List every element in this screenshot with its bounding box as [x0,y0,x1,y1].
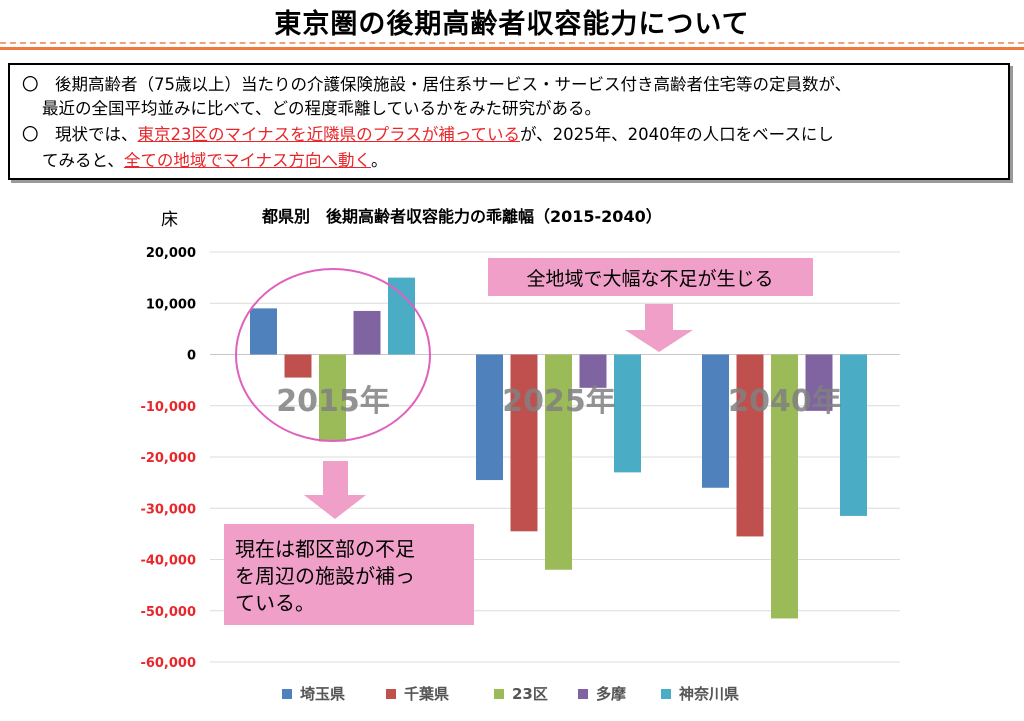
bar-5-3 [840,354,867,516]
bar-4-3 [805,354,833,411]
bar-3-3 [771,354,798,619]
y-axis-label: 床 [161,210,178,230]
bar-2-2 [510,354,538,532]
bar-5-1 [388,277,415,355]
title-divider [0,47,1024,50]
y-tick-label: -60,000 [140,656,196,671]
bar-1-2 [476,354,503,481]
y-tick-label: -50,000 [140,605,196,620]
bottom-callout-line: ている。 [235,591,315,615]
page-title: 東京圏の後期高齢者収容能力について [274,9,750,40]
legend-label: 埼玉県 [300,685,345,703]
category-label: 2015年 [276,384,390,419]
bar-3-2 [545,354,572,570]
legend-swatch [494,689,504,699]
bottom-callout-line: を周辺の施設が補っ [235,564,415,588]
legend-swatch [282,689,292,699]
y-tick-label: 0 [187,349,196,364]
bar-2-3 [736,354,764,537]
y-tick-label: -20,000 [140,451,196,466]
top-callout-box [488,258,813,296]
bar-2-1 [284,354,312,378]
legend-label: 神奈川県 [679,685,739,703]
bar-4-2 [579,354,607,388]
chart-title: 都県別 後期高齢者収容能力の乖離幅（2015-2040） [261,207,662,226]
summary-line-4: てみると、全ての地域でマイナス方向へ動く。 [42,149,388,173]
category-label: 2025年 [502,384,616,419]
highlight-circle [235,268,431,442]
bar-4-1 [353,310,381,355]
summary-box: 〇 後期高齢者（75歳以上）当たりの介護保険施設・居住系サービス・サービス付き高… [8,63,1010,180]
legend-swatch [578,689,588,699]
summary-line-2: 最近の全国平均並みに比べて、どの程度乖離しているかをみた研究がある。 [42,99,602,118]
summary-highlight-1: 東京23区のマイナスを近隣県のプラスが補っている [137,125,521,144]
summary-line-4-prefix: てみると、 [42,151,124,170]
y-tick-label: 20,000 [146,246,196,261]
summary-line-4-suffix: 。 [371,151,388,170]
y-tick-label: 10,000 [146,297,196,312]
legend-swatch [661,689,671,699]
summary-line-3: 〇 現状では、東京23区のマイナスを近隣県のプラスが補っているが、2025年、2… [22,123,834,147]
summary-line-1: 〇 後期高齢者（75歳以上）当たりの介護保険施設・居住系サービス・サービス付き高… [22,75,852,94]
bar-1-3 [702,354,729,488]
bar-3-1 [319,354,346,442]
summary-line-3-suffix: が、2025年、2040年の人口をベースにし [520,125,834,144]
category-label: 2040年 [728,384,842,419]
legend-label: 千葉県 [404,685,449,703]
title-divider-dashed [0,42,1024,44]
bottom-callout-line: 現在は都区部の不足 [235,537,415,561]
legend-label: 多摩 [596,685,627,703]
bar-1-1 [250,308,277,355]
legend-swatch [386,689,396,699]
down-arrow-icon [625,304,693,352]
bottom-callout-box [224,524,474,625]
top-callout-text: 全地域で大幅な不足が生じる [526,268,773,290]
summary-line-3-prefix: 〇 現状では、 [22,125,138,144]
y-tick-label: -40,000 [140,554,196,569]
bar-5-2 [614,354,641,473]
y-tick-label: -10,000 [140,400,196,415]
legend-label: 23区 [512,685,548,703]
down-arrow-icon [304,461,366,519]
summary-highlight-2: 全ての地域でマイナス方向へ動く [123,151,372,170]
y-tick-label: -30,000 [140,502,196,517]
